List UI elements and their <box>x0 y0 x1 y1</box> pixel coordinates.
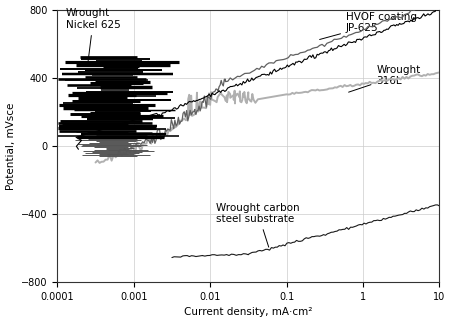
Text: Wrought
Nickel 625: Wrought Nickel 625 <box>66 8 121 61</box>
X-axis label: Current density, mA·cm²: Current density, mA·cm² <box>184 307 313 318</box>
Y-axis label: Potential, mVsce: Potential, mVsce <box>5 102 15 190</box>
Text: Wrought
316L: Wrought 316L <box>349 65 421 92</box>
Text: Wrought carbon
steel substrate: Wrought carbon steel substrate <box>216 203 300 247</box>
Text: HVOF coating
JP-625: HVOF coating JP-625 <box>320 12 417 39</box>
